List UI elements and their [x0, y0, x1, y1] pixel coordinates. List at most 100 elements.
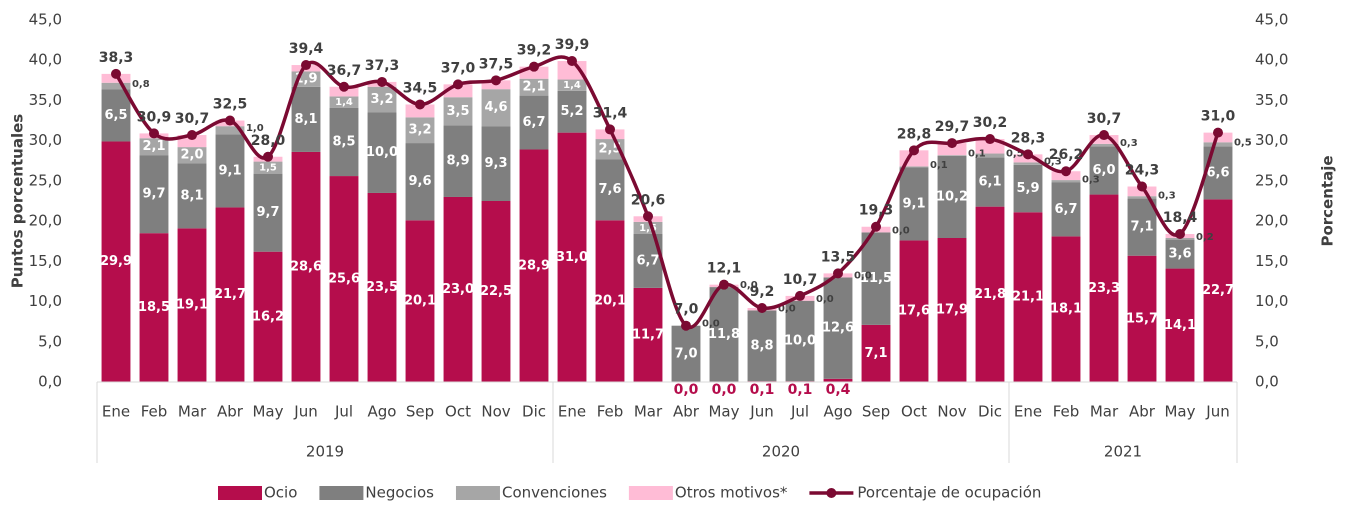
data-label: 16,2 — [252, 309, 284, 324]
y2-tick-label: 40,0 — [1255, 51, 1288, 69]
legend-label: Ocio — [264, 484, 297, 502]
data-label: 0,0 — [778, 303, 796, 314]
line-point — [225, 115, 235, 126]
bar-segment — [1051, 180, 1081, 183]
bar-segment — [367, 86, 397, 113]
bar-segment — [215, 207, 245, 382]
data-label: 1,4 — [335, 97, 353, 108]
line-label: 26,2 — [1049, 147, 1084, 163]
data-label: 9,1 — [218, 163, 241, 178]
bar-segment — [1127, 198, 1157, 256]
data-label: 8,9 — [446, 154, 469, 169]
bar-segment — [367, 192, 397, 382]
y2-tick-label: 45,0 — [1255, 11, 1288, 29]
y-tick-label: 40,0 — [29, 51, 62, 69]
line-point — [111, 68, 121, 79]
y2-tick-label: 20,0 — [1255, 212, 1288, 230]
year-label: 2020 — [762, 443, 800, 461]
data-label: 6,0 — [1092, 163, 1115, 178]
bar-segment — [1165, 268, 1195, 382]
legend-swatch — [628, 486, 673, 500]
bar-segment — [937, 155, 967, 156]
x-tick-label: Mar — [1090, 403, 1119, 421]
line-point — [263, 151, 273, 162]
line-point — [187, 130, 197, 141]
y2-tick-label: 35,0 — [1255, 91, 1288, 109]
x-tick-label: Mar — [634, 403, 663, 421]
bar-segment — [215, 126, 245, 135]
bar-segment — [1013, 212, 1043, 382]
bar-segment — [671, 325, 701, 382]
data-label: 18,1 — [1050, 302, 1082, 317]
line-label: 7,0 — [674, 302, 699, 318]
bar-segment — [291, 151, 321, 382]
data-label: 3,2 — [370, 92, 393, 107]
bar-segment — [481, 201, 511, 382]
data-label: 0,5 — [1006, 149, 1024, 160]
bar-segment — [785, 300, 815, 382]
bar-segment — [101, 89, 131, 142]
data-label: 20,1 — [404, 294, 436, 309]
line-label: 36,7 — [327, 63, 362, 79]
y-tick-label: 0,0 — [38, 373, 62, 391]
bar-segment — [557, 90, 587, 133]
line-label: 18,4 — [1163, 210, 1198, 226]
bar-segment — [1089, 143, 1119, 147]
bar-segment — [595, 220, 625, 382]
x-tick-label: Nov — [937, 403, 966, 421]
bar-segment — [367, 112, 397, 193]
line-point — [681, 320, 691, 331]
x-tick-label: Feb — [141, 403, 168, 421]
year-label: 2021 — [1104, 443, 1142, 461]
x-tick-label: Abr — [1129, 403, 1156, 421]
bar-segment — [633, 221, 663, 234]
line-point — [947, 138, 957, 149]
y-tick-label: 20,0 — [29, 212, 62, 230]
bar-segment — [747, 310, 777, 382]
line-point — [795, 290, 805, 301]
line-point — [149, 128, 159, 139]
line-point — [757, 302, 767, 313]
line-point — [643, 211, 653, 222]
data-label: 17,9 — [936, 303, 968, 318]
bar-segment — [861, 232, 891, 325]
line-label: 29,7 — [935, 119, 970, 135]
bar-segment — [177, 147, 207, 164]
data-label: 23,5 — [366, 280, 398, 295]
bar-segment — [101, 82, 131, 90]
bar-segment — [1089, 194, 1119, 382]
data-label: 11,8 — [708, 327, 740, 342]
bar-segment — [709, 287, 739, 382]
line-point — [1175, 228, 1185, 239]
line-point — [871, 221, 881, 232]
data-label: 0,1 — [788, 382, 813, 398]
line-point — [909, 145, 919, 156]
data-label: 0,0 — [816, 294, 834, 305]
data-label: 25,6 — [328, 272, 360, 287]
data-label: 0,1 — [750, 382, 775, 398]
data-label: 8,8 — [750, 338, 773, 353]
line-label: 24,3 — [1125, 163, 1160, 179]
data-label: 0,0 — [702, 319, 720, 330]
x-tick-label: May — [252, 403, 283, 421]
data-label: 0,1 — [968, 149, 986, 160]
data-label: 28,9 — [518, 258, 550, 273]
line-point — [1061, 166, 1071, 177]
line-label: 39,9 — [555, 37, 590, 53]
x-tick-label: Feb — [1053, 403, 1080, 421]
bar-segment — [443, 125, 473, 197]
data-label: 10,2 — [936, 189, 968, 204]
bar-segment — [1013, 162, 1043, 165]
data-label: 9,6 — [408, 174, 431, 189]
data-label: 15,7 — [1126, 311, 1158, 326]
bar-segment — [139, 138, 169, 156]
data-label: 29,9 — [100, 254, 132, 269]
line-label: 32,5 — [213, 97, 248, 113]
bar-segment — [557, 132, 587, 382]
bar-segment — [1127, 255, 1157, 382]
bar-segment — [899, 167, 929, 241]
bar-segment — [405, 143, 435, 221]
x-tick-label: Jun — [293, 403, 317, 421]
data-label: 2,1 — [522, 80, 545, 95]
